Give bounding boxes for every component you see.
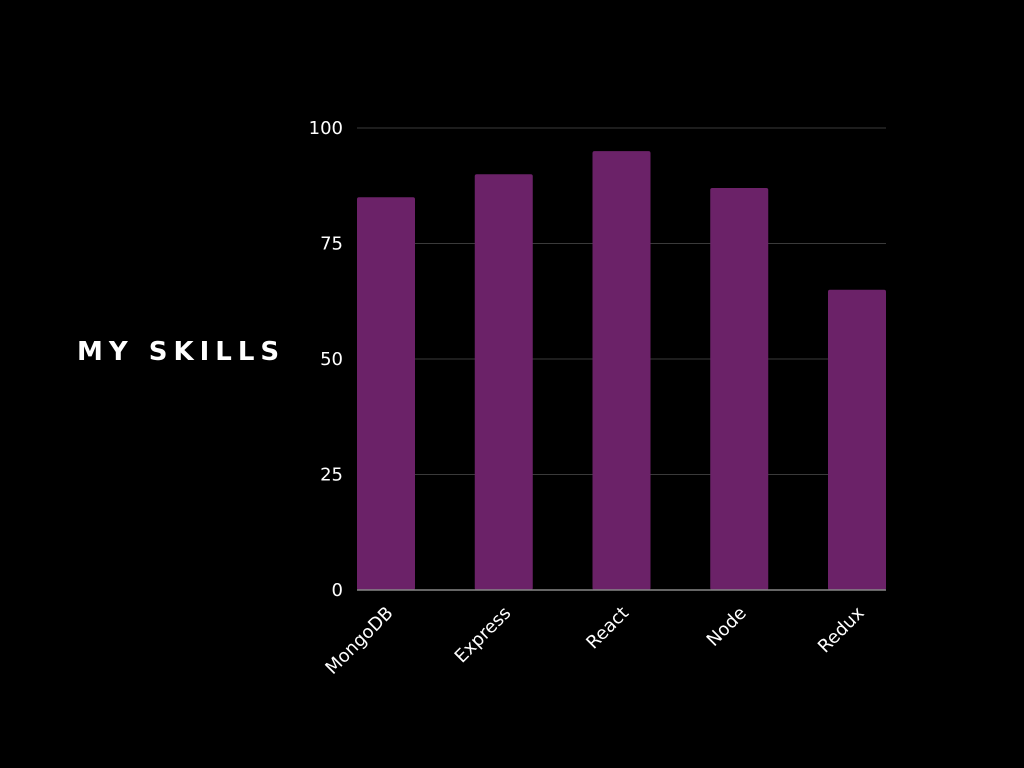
bar-react	[592, 151, 651, 590]
y-tick-label-75: 75	[320, 234, 343, 255]
y-tick-label-50: 50	[320, 349, 343, 370]
bar-express	[474, 174, 533, 590]
y-tick-label-25: 25	[320, 465, 343, 486]
bar-mongodb	[357, 197, 415, 591]
bar-redux	[828, 289, 886, 590]
x-label-express: Express	[451, 603, 516, 668]
x-label-node: Node	[703, 603, 751, 651]
bar-node	[710, 188, 769, 590]
y-tick-labels: 0 25 50 75 100	[309, 118, 343, 601]
x-label-redux: Redux	[814, 602, 869, 657]
x-label-react: React	[582, 603, 633, 654]
bars	[357, 151, 886, 591]
y-tick-label-0: 0	[332, 580, 343, 601]
chart-title: MY SKILLS	[77, 337, 286, 367]
x-label-mongodb: MongoDB	[321, 603, 397, 679]
x-category-labels: MongoDB Express React Node Redux	[321, 602, 868, 678]
y-tick-label-100: 100	[309, 118, 343, 139]
